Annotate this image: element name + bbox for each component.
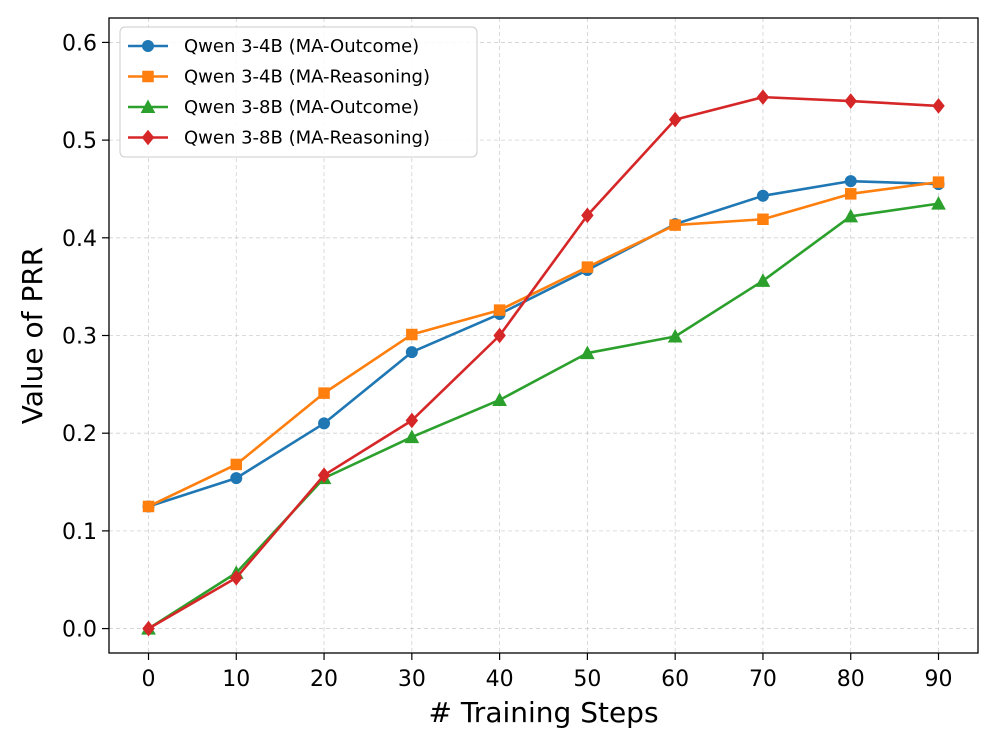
series-line [147,180,939,508]
legend-entry: Qwen 3-4B (MA-Reasoning) [128,67,430,88]
legend-marker [142,40,154,52]
x-tick-label: 40 [486,667,514,692]
legend-label: Qwen 3-4B (MA-Outcome) [184,36,419,57]
legend-entry: Qwen 3-4B (MA-Outcome) [128,36,419,57]
x-tick-label: 80 [837,667,865,692]
legend-box [119,26,478,158]
series-3 [141,196,946,635]
y-tick-label: 0.3 [62,325,97,350]
data-point [230,458,243,471]
data-point [843,208,859,223]
legend-entry: Qwen 3-8B (MA-Reasoning) [128,128,430,149]
data-point [493,304,506,316]
data-point [405,346,418,359]
data-point [317,467,331,484]
data-point [318,387,330,399]
x-tick-label: 30 [398,667,426,692]
x-tick-label: 70 [749,667,777,692]
data-point [580,345,595,360]
series-line [147,202,939,630]
data-point [932,98,945,114]
data-point [581,207,594,224]
data-point [844,93,857,109]
data-point [757,213,769,225]
legend-label: Qwen 3-8B (MA-Outcome) [184,97,419,118]
x-tick-label: 50 [573,667,601,692]
legend-label: Qwen 3-8B (MA-Reasoning) [184,128,430,149]
x-tick-label: 60 [661,667,689,692]
data-point [493,327,506,344]
y-tick-label: 0.6 [62,31,97,56]
data-point [142,500,155,513]
x-tick-label: 90 [925,667,953,692]
y-tick-label: 0.4 [62,227,97,252]
legend-marker [142,70,154,83]
series-1 [142,175,945,513]
axis-ticks: 0 10 20 30 40 50 60 70 80 90 0.0 0.1 0.2 0.3 0.4 0.5 0.6 [62,31,953,692]
x-tick-label: 10 [222,667,250,692]
data-point [756,189,769,202]
series-2 [142,176,945,513]
legend: Qwen 3-4B (MA-Outcome) Qwen 3-4B (MA-Reas… [119,26,478,158]
data-point [581,261,594,273]
data-point [931,196,946,210]
data-point [230,472,243,485]
legend-label: Qwen 3-4B (MA-Reasoning) [184,67,430,88]
x-tick-label: 0 [142,667,156,692]
y-tick-label: 0.2 [62,422,97,447]
legend-entry: Qwen 3-8B (MA-Outcome) [128,97,419,118]
data-point [318,417,331,430]
y-tick-label: 0.1 [62,520,97,545]
data-point [932,176,945,188]
data-point [405,412,419,429]
x-axis-label: # Training Steps [428,696,658,729]
data-point [844,175,857,188]
data-point [230,569,243,586]
data-point [404,429,420,444]
series-4 [142,89,945,637]
legend-marker [141,129,155,146]
y-axis-label: Value of PRR [16,247,49,424]
series-line [148,179,939,508]
data-point [406,328,418,341]
legend-marker [140,99,156,114]
data-point [668,111,682,128]
y-tick-label: 0.5 [62,129,97,154]
series-line [147,95,939,630]
series-group [141,89,946,637]
y-tick-label: 0.0 [62,618,97,643]
data-point [492,392,507,407]
data-point [142,620,155,637]
data-point [669,219,681,231]
data-point [667,328,683,343]
data-point [755,273,771,287]
data-point [756,89,770,105]
x-tick-label: 20 [310,667,338,692]
data-point [844,188,857,200]
